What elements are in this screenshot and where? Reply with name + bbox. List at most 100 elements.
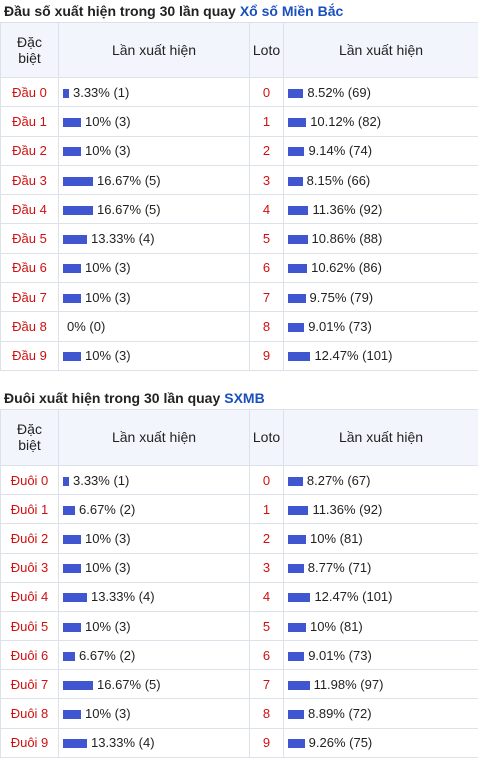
loto-value-text: 8.77% (71): [308, 560, 372, 575]
value-text: 16.67% (5): [97, 202, 161, 217]
loto-value-text: 9.01% (73): [308, 648, 372, 663]
row-label: Đầu 0: [1, 78, 59, 107]
value-cell: 16.67% (5): [59, 195, 250, 224]
bar: [288, 118, 306, 127]
bar: [63, 118, 81, 127]
value-text: 0% (0): [67, 319, 105, 334]
loto-label: 8: [250, 699, 284, 728]
value-text: 10% (3): [85, 619, 131, 634]
value-cell: 3.33% (1): [59, 78, 250, 107]
value-text: 10% (3): [85, 348, 131, 363]
row-label: Đuôi 1: [1, 495, 59, 524]
loto-value-cell: 9.01% (73): [284, 641, 478, 670]
bar: [63, 506, 75, 515]
loto-label: 4: [250, 195, 284, 224]
value-text: 3.33% (1): [73, 85, 129, 100]
title-link[interactable]: Xổ số Miền Bắc: [240, 3, 343, 19]
header-cell: Loto: [250, 23, 284, 78]
bar: [63, 206, 93, 215]
value-text: 13.33% (4): [91, 589, 155, 604]
loto-value-text: 9.14% (74): [308, 143, 372, 158]
bar: [288, 535, 306, 544]
row-label: Đuôi 5: [1, 611, 59, 640]
loto-value-cell: 9.01% (73): [284, 312, 478, 341]
row-label: Đuôi 6: [1, 641, 59, 670]
loto-value-cell: 9.26% (75): [284, 728, 478, 757]
loto-value-cell: 10.12% (82): [284, 107, 478, 136]
loto-label: 7: [250, 283, 284, 312]
bar: [288, 652, 304, 661]
loto-value-text: 9.26% (75): [309, 735, 373, 750]
value-text: 13.33% (4): [91, 735, 155, 750]
bar: [288, 681, 310, 690]
row-label: Đầu 4: [1, 195, 59, 224]
loto-value-text: 9.75% (79): [310, 290, 374, 305]
value-text: 10% (3): [85, 531, 131, 546]
value-cell: 16.67% (5): [59, 670, 250, 699]
bar: [63, 623, 81, 632]
loto-label: 1: [250, 107, 284, 136]
loto-label: 0: [250, 465, 284, 494]
row-label: Đầu 8: [1, 312, 59, 341]
loto-value-cell: 9.14% (74): [284, 136, 478, 165]
bar: [63, 593, 87, 602]
title-text: Đầu số xuất hiện trong 30 lần quay: [4, 3, 236, 19]
loto-value-cell: 12.47% (101): [284, 582, 478, 611]
bar: [288, 177, 303, 186]
value-cell: 10% (3): [59, 136, 250, 165]
bar: [63, 264, 81, 273]
loto-value-cell: 11.36% (92): [284, 195, 478, 224]
value-text: 10% (3): [85, 114, 131, 129]
value-cell: 16.67% (5): [59, 165, 250, 194]
loto-label: 0: [250, 78, 284, 107]
value-cell: 6.67% (2): [59, 641, 250, 670]
loto-value-text: 11.98% (97): [314, 677, 384, 692]
bar: [63, 89, 69, 98]
bar: [63, 681, 93, 690]
data-row: Đầu 4 16.67% (5) 4 11.36% (92): [1, 195, 478, 224]
loto-label: 3: [250, 165, 284, 194]
row-label: Đuôi 8: [1, 699, 59, 728]
bar: [63, 564, 81, 573]
bar: [63, 739, 87, 748]
bar: [288, 89, 303, 98]
loto-value-cell: 8.77% (71): [284, 553, 478, 582]
loto-value-cell: 8.27% (67): [284, 465, 478, 494]
loto-label: 4: [250, 582, 284, 611]
row-label: Đầu 5: [1, 224, 59, 253]
bar: [63, 477, 69, 486]
row-label: Đuôi 4: [1, 582, 59, 611]
row-label: Đầu 3: [1, 165, 59, 194]
value-cell: 10% (3): [59, 283, 250, 312]
value-text: 13.33% (4): [91, 231, 155, 246]
loto-value-text: 11.36% (92): [312, 202, 382, 217]
title-link[interactable]: SXMB: [224, 390, 264, 406]
loto-value-text: 9.01% (73): [308, 319, 372, 334]
bar: [63, 652, 75, 661]
loto-value-text: 12.47% (101): [314, 348, 392, 363]
loto-value-cell: 10.62% (86): [284, 253, 478, 282]
value-cell: 0% (0): [59, 312, 250, 341]
bar: [288, 294, 306, 303]
value-text: 6.67% (2): [79, 648, 135, 663]
loto-label: 9: [250, 341, 284, 370]
row-label: Đuôi 2: [1, 524, 59, 553]
loto-label: 2: [250, 524, 284, 553]
bar: [288, 564, 304, 573]
loto-label: 8: [250, 312, 284, 341]
